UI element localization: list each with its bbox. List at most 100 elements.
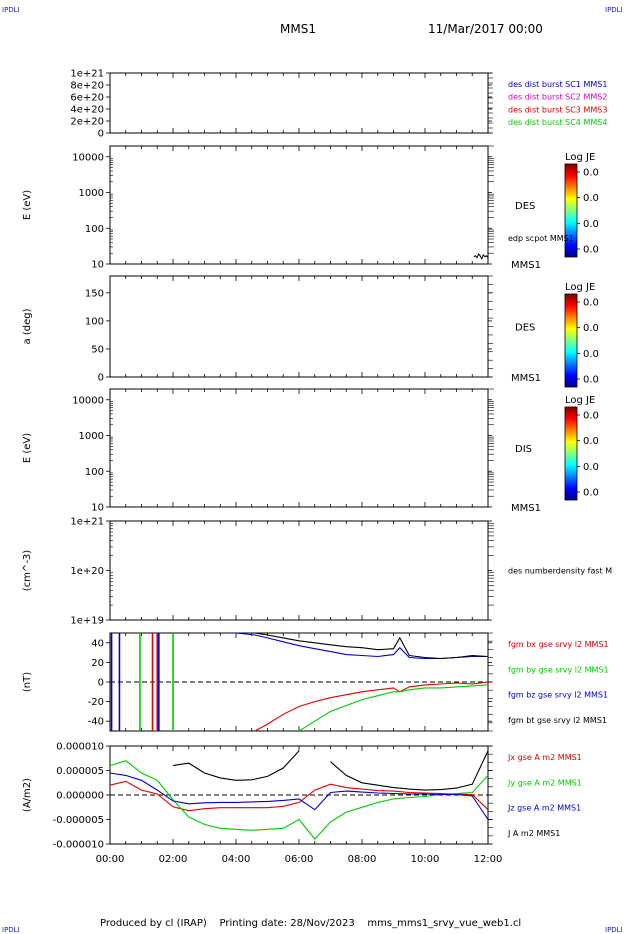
panel-label: DES xyxy=(515,323,535,334)
y-axis-label: (nT) xyxy=(22,672,33,692)
colorbar xyxy=(564,406,578,501)
y-tick-label: 0 xyxy=(98,678,104,689)
y-tick-label: 1000 xyxy=(79,431,104,442)
y-tick-label: -40 xyxy=(88,717,104,728)
y-tick-label: 1000 xyxy=(79,188,104,199)
colorbar-tick-label: 0.0 xyxy=(583,193,599,204)
legend-entry: fgm by gse srvy l2 MMS1 xyxy=(508,665,609,674)
legend-entry: fgm bz gse srvy l2 MMS1 xyxy=(508,691,608,700)
colorbar-tick-label: 0.0 xyxy=(583,462,599,473)
y-tick-label: 1e+21 xyxy=(70,517,104,528)
panel-sublabel: MMS1 xyxy=(511,373,541,384)
y-tick-label: 0.000010 xyxy=(56,742,104,753)
series-line xyxy=(109,760,489,840)
x-tick-label: 10:00 xyxy=(411,854,440,865)
colorbar-tick-label: 0.0 xyxy=(583,323,599,334)
series-line xyxy=(254,681,489,732)
y-tick-label: 10000 xyxy=(72,152,104,163)
x-tick-label: 12:00 xyxy=(474,854,503,865)
panel-frame xyxy=(109,145,489,265)
colorbar-title: Log JE xyxy=(565,395,595,406)
corner-mark-top-left: IPDLI xyxy=(2,6,20,14)
overlay-label: edp scpot MMS1 xyxy=(508,234,574,243)
panel-frame xyxy=(109,520,489,621)
y-tick-label: 8e+20 xyxy=(70,81,104,92)
panel-p3: 150 100 50 0 a (deg) DES MMS1 Log JE 0.0 0.0 0.0 0.… xyxy=(22,275,599,388)
x-tick-label: 04:00 xyxy=(222,854,251,865)
legend-entry: fgm bt gse srvy l2 MMS1 xyxy=(508,716,607,725)
y-tick-label: -0.000005 xyxy=(53,815,104,826)
panel-sublabel: MMS1 xyxy=(511,260,541,271)
y-axis-label: (A/m2) xyxy=(22,778,33,812)
y-tick-label: 100 xyxy=(85,224,104,235)
panel-frame xyxy=(109,388,489,508)
y-tick-label: -20 xyxy=(88,697,104,708)
series-line xyxy=(109,772,489,820)
y-tick-label: 10 xyxy=(91,260,104,271)
corner-mark-bottom-right: IPDLI xyxy=(605,926,623,934)
y-axis-label: (cm^-3) xyxy=(22,550,33,591)
y-tick-label: 4e+20 xyxy=(70,105,104,116)
plot-title: MMS1 xyxy=(280,22,316,36)
y-tick-label: 6e+20 xyxy=(70,93,104,104)
y-axis-label: E (eV) xyxy=(22,190,33,220)
colorbar-tick-label: 0.0 xyxy=(583,411,599,422)
legend-entry: Jx gse A m2 MMS1 xyxy=(507,753,582,762)
y-tick-label: 0.000000 xyxy=(56,791,104,802)
legend-entry: Jy gse A m2 MMS1 xyxy=(507,778,582,787)
corner-mark-bottom-left: IPDLI xyxy=(2,926,20,934)
colorbar-tick-label: 0.0 xyxy=(583,488,599,499)
plot-date: 11/Mar/2017 00:00 xyxy=(428,22,543,36)
y-tick-label: 10 xyxy=(91,503,104,514)
y-axis-label: E (eV) xyxy=(22,433,33,463)
panel-frame xyxy=(109,275,489,378)
y-tick-label: 100 xyxy=(85,316,104,327)
series-line xyxy=(254,632,489,660)
y-tick-label: 0.000005 xyxy=(56,766,104,777)
legend-entry: J A m2 MMS1 xyxy=(507,829,560,838)
panel-p7: 0.000010 0.000005 0.000000 -0.000005 -0.0000… xyxy=(22,742,582,851)
y-tick-label: -0.000010 xyxy=(53,840,104,851)
legend-entry: Jz gse A m2 MMS1 xyxy=(507,804,581,813)
x-tick-label: 08:00 xyxy=(348,854,377,865)
x-tick-label: 06:00 xyxy=(285,854,314,865)
footer-filename: mms_mms1_srvy_vue_web1.cl xyxy=(367,918,522,929)
footer-printing-date: Printing date: 28/Nov/2023 xyxy=(219,918,355,929)
footer-produced-by: Produced by cl (IRAP) xyxy=(100,918,207,929)
panel-p4: 10000 1000 100 10 E (eV) DIS MMS1 Log JE 0.0 0.0 0… xyxy=(22,388,599,514)
series-line xyxy=(298,684,489,732)
footer: Produced by cl (IRAP) Printing date: 28/… xyxy=(100,918,521,929)
panel-label: DES xyxy=(515,201,535,212)
colorbar-tick-label: 0.0 xyxy=(583,219,599,230)
y-tick-label: 150 xyxy=(85,288,104,299)
x-tick-label: 00:00 xyxy=(96,854,125,865)
panel-p6: 40 20 0 -20 -40 (nT) fgm bx gse srvy l2 MMS1 fg… xyxy=(22,632,609,732)
x-tick-label: 02:00 xyxy=(159,854,188,865)
y-tick-label: 0 xyxy=(98,373,104,384)
series-line xyxy=(109,780,489,812)
colorbar-tick-label: 0.0 xyxy=(583,298,599,309)
panel-sublabel: MMS1 xyxy=(511,503,541,514)
colorbar xyxy=(564,163,578,258)
series-line xyxy=(330,750,489,791)
y-tick-label: 50 xyxy=(91,344,104,355)
colorbar xyxy=(564,293,578,388)
legend-entry: des dist burst SC4 MMS4 xyxy=(508,118,607,127)
y-tick-label: 40 xyxy=(91,638,104,649)
y-tick-label: 20 xyxy=(91,658,104,669)
y-tick-label: 0 xyxy=(98,129,104,140)
colorbar-title: Log JE xyxy=(565,152,595,163)
y-tick-label: 1e+21 xyxy=(70,69,104,80)
corner-mark-top-right: IPDLI xyxy=(605,6,623,14)
colorbar-title: Log JE xyxy=(565,282,595,293)
y-tick-label: 1e+19 xyxy=(70,616,104,627)
legend-entry: des dist burst SC3 MMS3 xyxy=(508,105,607,114)
panel-p5: 1e+21 1e+20 1e+19 (cm^-3) des numberdensity … xyxy=(22,517,612,627)
panel-frame xyxy=(109,72,489,134)
colorbar-tick-label: 0.0 xyxy=(583,245,599,256)
y-tick-label: 10000 xyxy=(72,395,104,406)
legend-entry: fgm bx gse srvy l2 MMS1 xyxy=(508,640,609,649)
panel-label: DIS xyxy=(515,444,532,455)
